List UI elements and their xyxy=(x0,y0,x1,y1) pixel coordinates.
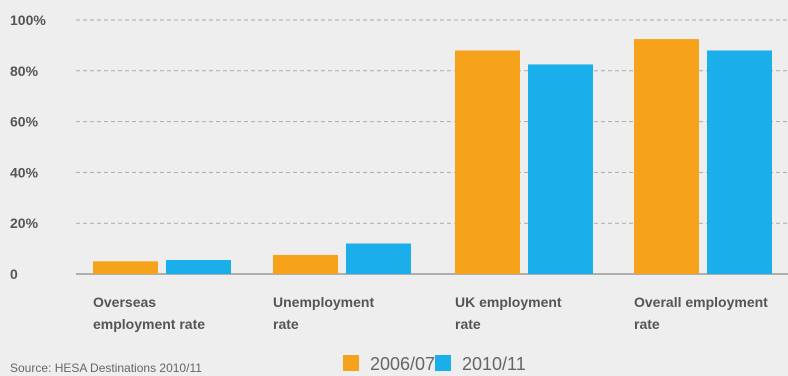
category-label: Overall employment xyxy=(634,294,768,310)
bar-2006-07-cat-0 xyxy=(93,261,158,274)
bar-2006-07-cat-3 xyxy=(634,39,699,274)
y-tick-label: 0 xyxy=(10,266,18,282)
y-tick-label: 20% xyxy=(10,215,39,231)
legend: 2006/07 2010/11 xyxy=(343,354,526,374)
bar-2006-07-cat-1 xyxy=(273,254,338,274)
legend-label: 2010/11 xyxy=(462,354,526,374)
bar-2010-11-cat-3 xyxy=(707,50,772,275)
legend-swatch xyxy=(435,355,451,371)
y-tick-label: 40% xyxy=(10,164,39,180)
x-axis-categories: Overseas employment rate Unemployment rate U… xyxy=(93,294,768,332)
y-tick-label: 60% xyxy=(10,114,39,130)
category-label: Overseas xyxy=(93,294,156,310)
legend-label: 2006/07 xyxy=(370,354,435,374)
category-label: UK employment xyxy=(455,294,562,310)
bar-2010-11-cat-0 xyxy=(166,260,231,274)
category-label: rate xyxy=(634,316,660,332)
category-label: employment rate xyxy=(93,316,205,332)
bar-2010-11-cat-2 xyxy=(528,64,593,274)
legend-swatch xyxy=(343,355,359,371)
y-axis-ticks: 0 20% 40% 60% 80% 100% xyxy=(10,12,46,282)
category-label: Unemployment xyxy=(273,294,374,310)
category-label: rate xyxy=(455,316,481,332)
source-note: Source: HESA Destinations 2010/11 xyxy=(10,361,202,375)
y-tick-label: 100% xyxy=(10,12,46,28)
y-tick-label: 80% xyxy=(10,63,39,79)
bar-2010-11-cat-1 xyxy=(346,243,411,274)
bars xyxy=(93,39,772,275)
category-label: rate xyxy=(273,316,299,332)
bar-2006-07-cat-2 xyxy=(455,50,520,275)
